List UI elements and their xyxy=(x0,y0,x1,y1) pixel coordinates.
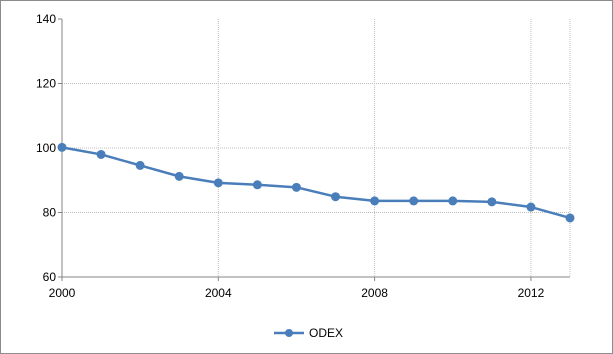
tick-labels: 60 80 100 120 140 2000 2004 2008 2012 xyxy=(36,12,545,300)
x-tick-label-2000: 2000 xyxy=(49,286,76,300)
x-tick-label-2004: 2004 xyxy=(205,286,232,300)
y-tick-label-60: 60 xyxy=(43,270,57,284)
y-tick-label-100: 100 xyxy=(36,141,56,155)
y-tick-label-140: 140 xyxy=(36,12,56,26)
axes xyxy=(58,18,570,281)
data-point-2000 xyxy=(57,142,67,152)
data-point-2001 xyxy=(96,149,106,159)
data-point-2011 xyxy=(487,197,497,207)
gridlines xyxy=(62,19,571,277)
data-point-2009 xyxy=(409,196,419,206)
data-point-2005 xyxy=(252,180,262,190)
data-point-2006 xyxy=(291,182,301,192)
legend-swatch-marker xyxy=(285,329,293,337)
y-tick-label-120: 120 xyxy=(36,77,56,91)
legend-label-odex: ODEX xyxy=(309,326,343,340)
data-point-2008 xyxy=(370,196,380,206)
data-point-2012 xyxy=(526,202,536,212)
data-point-2002 xyxy=(135,160,145,170)
data-point-2007 xyxy=(331,192,341,202)
series-line-odex xyxy=(61,146,571,220)
x-tick-label-2008: 2008 xyxy=(361,286,388,300)
data-point-2010 xyxy=(448,196,458,206)
data-point-2004 xyxy=(213,178,223,188)
x-tick-label-2012: 2012 xyxy=(518,286,545,300)
legend: ODEX xyxy=(274,326,343,340)
y-tick-label-80: 80 xyxy=(43,206,57,220)
series-odex xyxy=(57,142,575,223)
data-point-2003 xyxy=(174,171,184,181)
data-point-2013 xyxy=(565,213,575,223)
